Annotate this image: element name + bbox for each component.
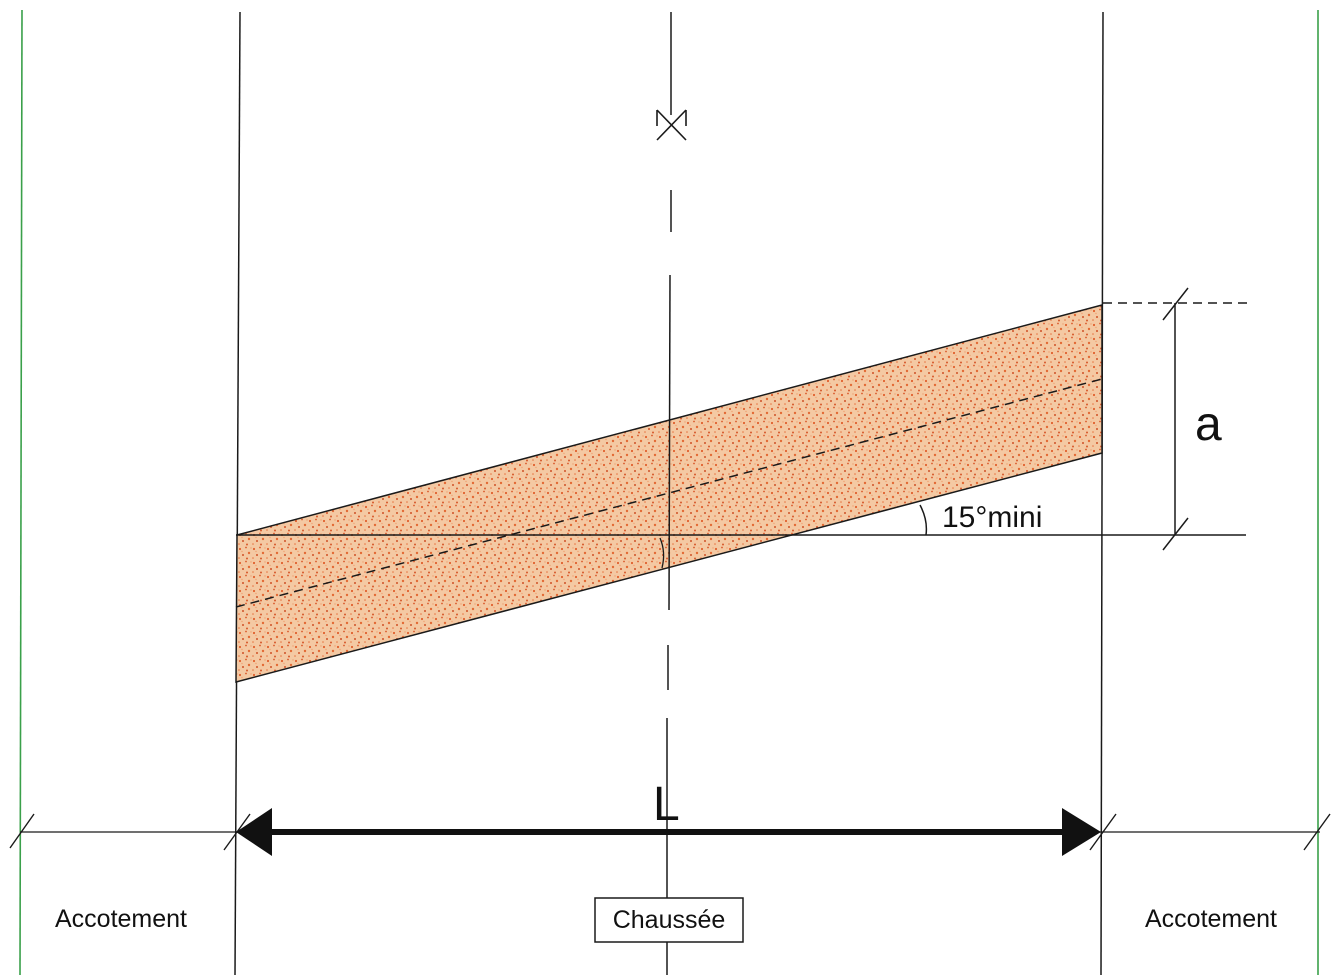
axis-symbol-icon: [656, 109, 687, 141]
left-shoulder-label: Accotement: [55, 905, 187, 933]
center-angle-arc: [659, 537, 665, 569]
carriageway-label-box: [594, 897, 744, 943]
right-shoulder-label: Accotement: [1145, 905, 1277, 933]
angle-arc: [919, 504, 928, 536]
right-carriageway-edge: [1100, 11, 1104, 975]
length-label: L: [653, 778, 680, 831]
carriageway-label: Chaussée: [613, 906, 726, 934]
length-arrow-right-head: [1062, 808, 1101, 856]
length-arrow-left-head: [236, 808, 272, 856]
dimension-a-line: [1162, 287, 1189, 551]
angle-label: 15°mini: [942, 501, 1042, 534]
left-carriageway-edge: [234, 11, 241, 975]
dimension-a-label: a: [1195, 398, 1222, 451]
left-shoulder-edge: [19, 9, 23, 975]
